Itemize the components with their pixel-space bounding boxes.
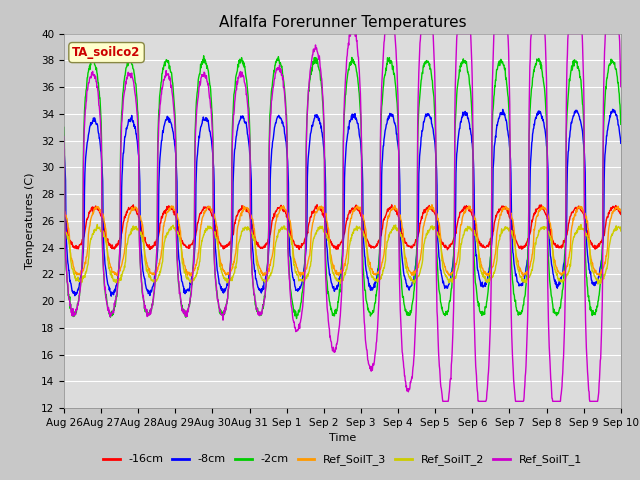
Y-axis label: Temperatures (C): Temperatures (C) — [26, 172, 35, 269]
Text: TA_soilco2: TA_soilco2 — [72, 46, 141, 59]
X-axis label: Time: Time — [329, 433, 356, 443]
Title: Alfalfa Forerunner Temperatures: Alfalfa Forerunner Temperatures — [219, 15, 466, 30]
Legend: -16cm, -8cm, -2cm, Ref_SoilT_3, Ref_SoilT_2, Ref_SoilT_1: -16cm, -8cm, -2cm, Ref_SoilT_3, Ref_Soil… — [99, 450, 586, 470]
